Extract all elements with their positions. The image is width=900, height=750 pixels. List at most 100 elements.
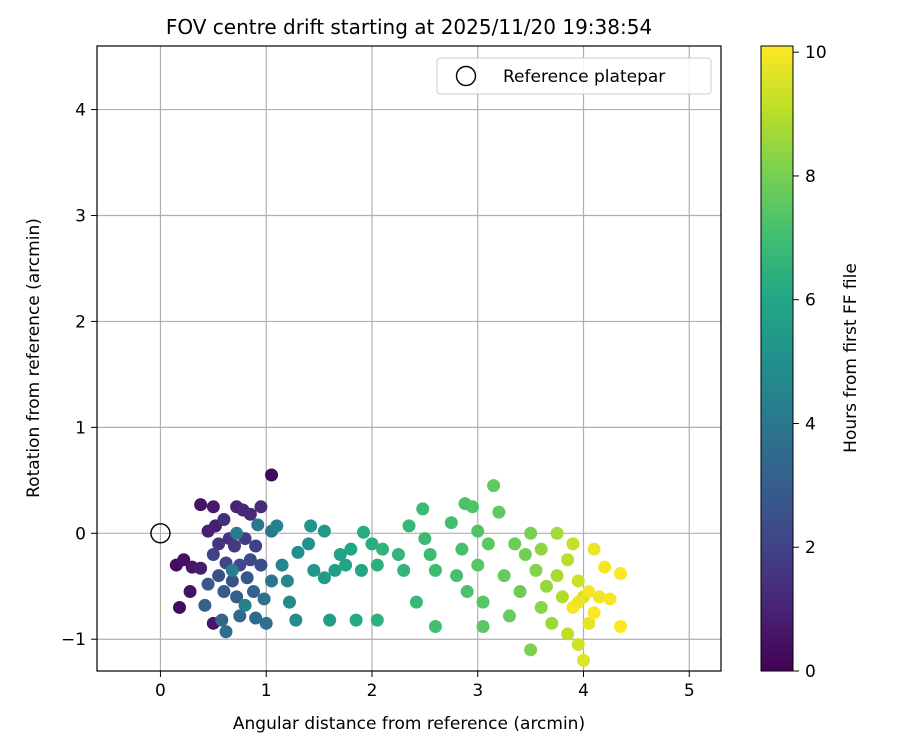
x-axis-label: Angular distance from reference (arcmin) (233, 714, 585, 734)
colorbar-tick-label: 8 (805, 167, 816, 187)
data-point (444, 516, 458, 530)
data-point (270, 519, 284, 533)
y-tick-label: 0 (75, 524, 86, 544)
data-point (230, 526, 244, 540)
data-point (289, 613, 303, 627)
data-point (328, 563, 342, 577)
legend-box (436, 57, 712, 95)
data-point (487, 479, 501, 493)
data-point (212, 569, 226, 583)
data-point (370, 558, 384, 572)
data-point (194, 561, 208, 575)
legend-label: Reference platepar (503, 67, 665, 87)
x-tick-label: 5 (684, 681, 695, 701)
data-point (333, 547, 347, 561)
data-point (206, 547, 220, 561)
x-tick-label: 4 (578, 681, 589, 701)
x-tick-label: 1 (261, 681, 272, 701)
legend-marker (455, 65, 477, 87)
data-point (254, 558, 268, 572)
x-tick-label: 2 (367, 681, 378, 701)
data-point (614, 620, 628, 634)
data-point (317, 571, 331, 585)
scatter-points (169, 468, 628, 667)
data-point (307, 563, 321, 577)
chart-title: FOV centre drift starting at 2025/11/20 … (166, 15, 652, 39)
colorbar-tick-label: 0 (805, 662, 816, 682)
data-point (257, 592, 271, 606)
data-point (227, 539, 241, 553)
colorbar-tick-label: 2 (805, 538, 816, 558)
data-point (177, 553, 191, 567)
data-point (416, 502, 430, 516)
data-point (524, 526, 538, 540)
data-point (354, 563, 368, 577)
x-tick-label: 0 (155, 681, 166, 701)
data-point (344, 542, 358, 556)
colorbar (760, 45, 794, 672)
data-point (571, 574, 585, 588)
colorbar-ticks: 0 2 4 6 8 10 (793, 43, 827, 682)
data-point (513, 585, 527, 599)
data-point (217, 513, 231, 527)
data-point (423, 547, 437, 561)
data-point (529, 563, 543, 577)
data-point (370, 613, 384, 627)
data-point (397, 563, 411, 577)
data-point (302, 537, 316, 551)
x-axis-ticks: 0 1 2 3 4 5 (155, 671, 695, 701)
data-point (460, 585, 474, 599)
data-point (545, 616, 559, 630)
data-point (365, 537, 379, 551)
data-point (240, 571, 254, 585)
data-point (582, 616, 596, 630)
y-tick-label: 2 (75, 312, 86, 332)
data-point (233, 609, 247, 623)
data-point (249, 539, 263, 553)
data-point (428, 563, 442, 577)
data-point (265, 468, 279, 482)
data-point (402, 519, 416, 533)
colorbar-label: Hours from first FF file (841, 263, 861, 453)
data-point (603, 592, 617, 606)
data-point (566, 537, 580, 551)
data-point (550, 526, 564, 540)
y-tick-label: 1 (75, 418, 86, 438)
data-point (280, 574, 294, 588)
data-point (230, 590, 244, 604)
data-point (376, 542, 390, 556)
data-point (481, 537, 495, 551)
data-point (254, 500, 268, 514)
data-point (357, 525, 371, 539)
data-point (217, 585, 231, 599)
data-point (409, 595, 423, 609)
grid (97, 46, 721, 671)
data-point (524, 643, 538, 657)
data-point (561, 553, 575, 567)
data-point (471, 558, 485, 572)
data-point (502, 609, 516, 623)
data-point (497, 569, 511, 583)
data-point (455, 542, 469, 556)
colorbar-tick-label: 4 (805, 414, 816, 434)
data-point (201, 524, 215, 538)
data-point (476, 595, 490, 609)
data-point (183, 585, 197, 599)
data-point (450, 569, 464, 583)
data-point (201, 577, 215, 591)
data-point (212, 537, 226, 551)
y-tick-label: 3 (75, 206, 86, 226)
colorbar-tick-label: 6 (805, 291, 816, 311)
data-point (518, 547, 532, 561)
data-point (492, 505, 506, 519)
data-point (534, 600, 548, 614)
data-point (238, 598, 252, 612)
data-point (291, 545, 305, 559)
data-point (194, 498, 208, 512)
data-point (225, 574, 239, 588)
data-point (198, 598, 212, 612)
data-point (539, 579, 553, 593)
data-point (428, 620, 442, 634)
data-point (465, 500, 479, 514)
